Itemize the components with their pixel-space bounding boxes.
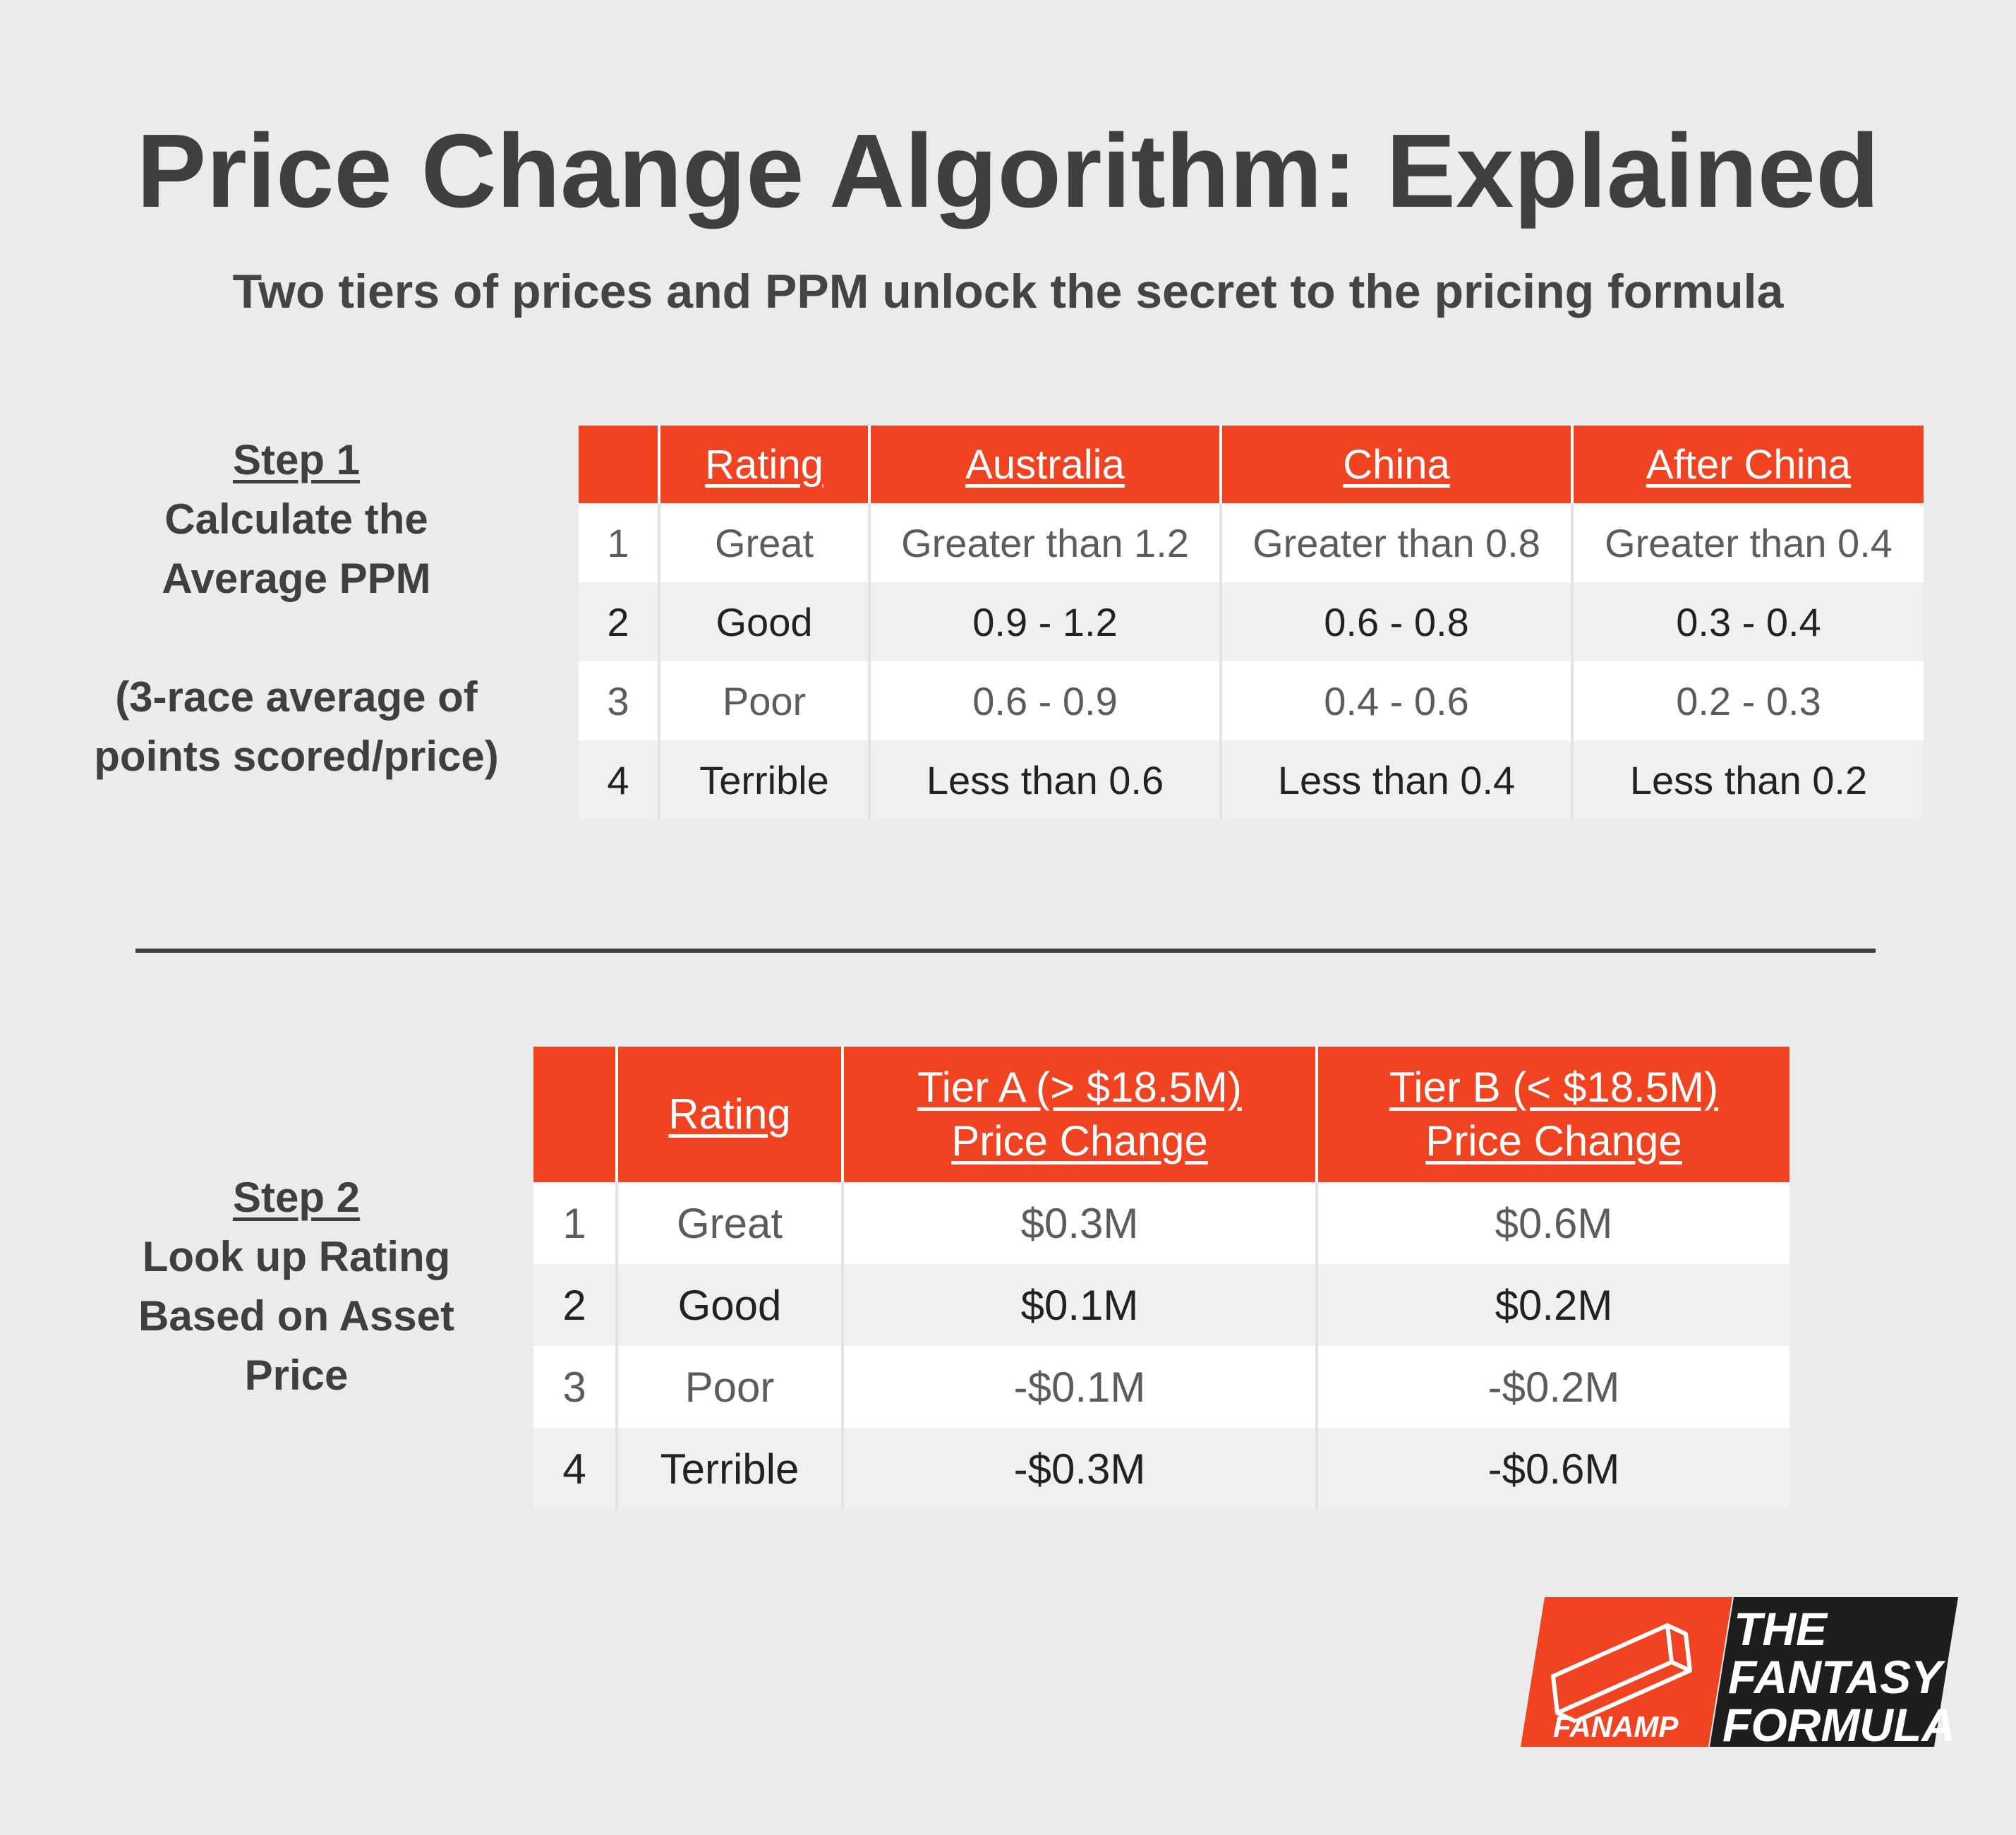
rating-cell: Terrible (659, 740, 871, 819)
column-header-china: China (1221, 426, 1574, 503)
step2-label: Step 2 Look up Rating Based on Asset Pri… (78, 1168, 515, 1405)
rating-cell: Great (659, 503, 871, 582)
table-header-row: Rating Australia China After China (579, 426, 1924, 503)
row-index: 1 (579, 503, 660, 582)
logo-left-text: FANAMP (1553, 1710, 1679, 1743)
table-row: 3 Poor -$0.1M -$0.2M (533, 1346, 1789, 1428)
rating-cell: Poor (659, 661, 871, 740)
after-china-cell: Greater than 0.4 (1572, 503, 1924, 582)
section-divider (135, 949, 1876, 953)
logo-right-line: THE (1734, 1603, 1828, 1655)
australia-cell: 0.9 - 1.2 (869, 582, 1222, 661)
column-header-tier-a: Tier A (> $18.5M) Price Change (843, 1047, 1318, 1182)
row-index: 4 (533, 1428, 618, 1510)
fanamp-fantasy-formula-logo: FANAMP THE FANTASY FORMULA (1521, 1597, 1958, 1747)
row-index: 3 (533, 1346, 618, 1428)
australia-cell: 0.6 - 0.9 (869, 661, 1222, 740)
australia-cell: Less than 0.6 (869, 740, 1222, 819)
row-index: 4 (579, 740, 660, 819)
rating-cell: Great (617, 1182, 844, 1264)
column-header-rating: Rating (659, 426, 871, 503)
column-header-index (579, 426, 660, 503)
column-header-rating: Rating (617, 1047, 844, 1182)
logo-dark-panel (1710, 1597, 1958, 1747)
tier-b-cell: $0.2M (1317, 1264, 1789, 1346)
china-cell: Less than 0.4 (1221, 740, 1574, 819)
table-row: 1 Great Greater than 1.2 Greater than 0.… (579, 503, 1924, 582)
step1-line: Average PPM (162, 555, 431, 602)
step1-note-line: points scored/price) (94, 733, 499, 780)
column-header-australia: Australia (869, 426, 1222, 503)
step1-line: Calculate the (164, 495, 428, 543)
step1-heading: Step 1 (232, 436, 361, 483)
step2-line: Price (244, 1352, 349, 1399)
tier-a-cell: $0.1M (843, 1264, 1318, 1346)
after-china-cell: Less than 0.2 (1572, 740, 1924, 819)
page-subtitle: Two tiers of prices and PPM unlock the s… (232, 265, 1784, 318)
row-index: 3 (579, 661, 660, 740)
page-title: Price Change Algorithm: Explained (136, 113, 1880, 229)
table-header-row: Rating Tier A (> $18.5M) Price Change Ti… (533, 1047, 1789, 1182)
step2-heading: Step 2 (232, 1174, 361, 1221)
rating-cell: Good (617, 1264, 844, 1346)
table-row: 4 Terrible Less than 0.6 Less than 0.4 L… (579, 740, 1924, 819)
column-header-tier-b: Tier B (< $18.5M) Price Change (1317, 1047, 1789, 1182)
rating-cell: Poor (617, 1346, 844, 1428)
step2-line: Based on Asset (138, 1292, 454, 1340)
step1-note-line: (3-race average of (115, 673, 478, 721)
logo-orange-panel (1521, 1597, 1732, 1747)
tier-b-cell: -$0.6M (1317, 1428, 1789, 1510)
tier-a-cell: -$0.3M (843, 1428, 1318, 1510)
tier-b-cell: $0.6M (1317, 1182, 1789, 1264)
rating-cell: Terrible (617, 1428, 844, 1510)
step1-label: Step 1 Calculate the Average PPM (3-race… (78, 431, 515, 786)
table-row: 4 Terrible -$0.3M -$0.6M (533, 1428, 1789, 1510)
table-row: 2 Good $0.1M $0.2M (533, 1264, 1789, 1346)
tier-a-cell: -$0.1M (843, 1346, 1318, 1428)
china-cell: 0.6 - 0.8 (1221, 582, 1574, 661)
after-china-cell: 0.2 - 0.3 (1572, 661, 1924, 740)
tier-b-cell: -$0.2M (1317, 1346, 1789, 1428)
table-row: 2 Good 0.9 - 1.2 0.6 - 0.8 0.3 - 0.4 (579, 582, 1924, 661)
tier-a-cell: $0.3M (843, 1182, 1318, 1264)
step2-line: Look up Rating (142, 1233, 451, 1280)
china-cell: Greater than 0.8 (1221, 503, 1574, 582)
ppm-rating-table: Rating Australia China After China 1 Gre… (579, 426, 1924, 819)
row-index: 2 (579, 582, 660, 661)
table-row: 3 Poor 0.6 - 0.9 0.4 - 0.6 0.2 - 0.3 (579, 661, 1924, 740)
table-row: 1 Great $0.3M $0.6M (533, 1182, 1789, 1264)
speaker-icon (1551, 1623, 1692, 1723)
column-header-after-china: After China (1572, 426, 1924, 503)
row-index: 1 (533, 1182, 618, 1264)
row-index: 2 (533, 1264, 618, 1346)
column-header-index (533, 1047, 618, 1182)
china-cell: 0.4 - 0.6 (1221, 661, 1574, 740)
logo-right-line: FANTASY (1728, 1651, 1945, 1703)
rating-cell: Good (659, 582, 871, 661)
australia-cell: Greater than 1.2 (869, 503, 1222, 582)
logo-right-line: FORMULA (1722, 1699, 1955, 1747)
price-change-table: Rating Tier A (> $18.5M) Price Change Ti… (533, 1047, 1789, 1510)
step1-spacer (78, 608, 515, 668)
after-china-cell: 0.3 - 0.4 (1572, 582, 1924, 661)
